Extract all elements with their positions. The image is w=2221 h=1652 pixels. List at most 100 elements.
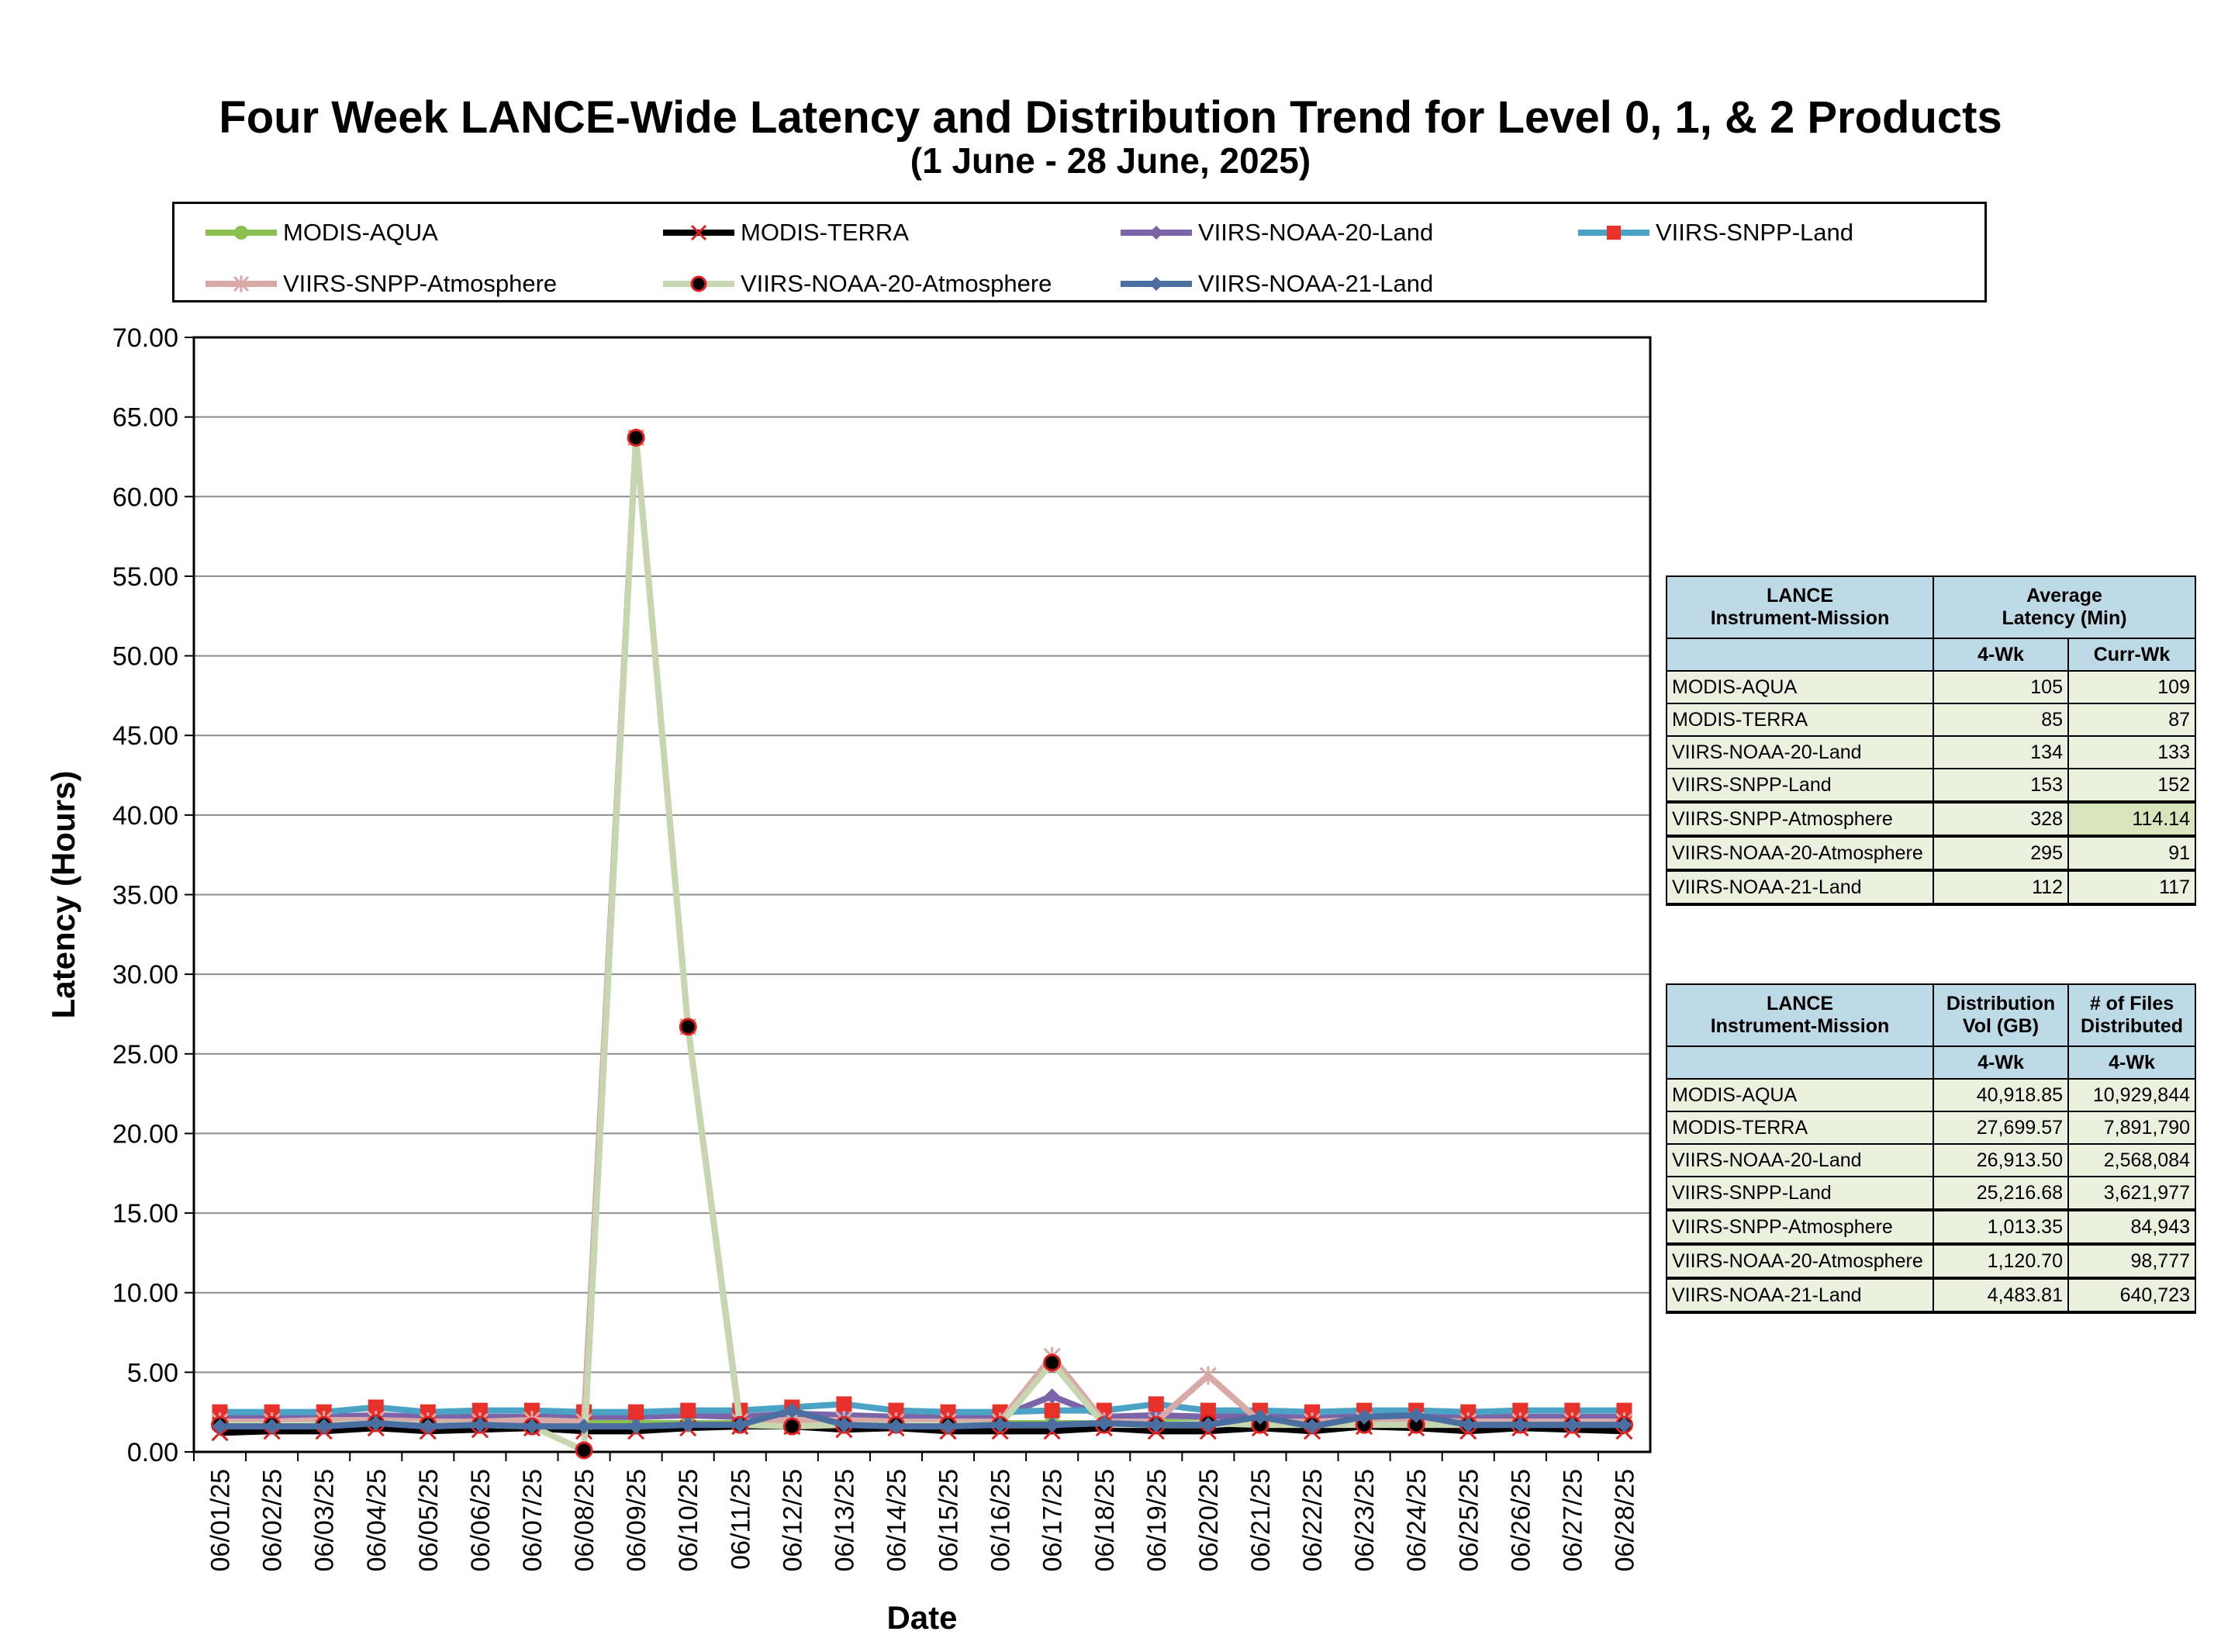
header-line: Instrument-Mission [1710,1015,1890,1037]
legend-swatch-icon [663,224,734,241]
y-tick-label: 0.00 [127,1438,178,1467]
data-point [1304,1404,1321,1420]
data-point [627,428,645,447]
table-row: VIIRS-SNPP-Atmosphere 328 114.14 [1666,801,2196,838]
table-cell: 114.14 [2067,801,2196,838]
x-tick-label: 06/12/25 [778,1469,807,1571]
x-tick-label: 06/16/25 [986,1469,1016,1571]
data-point [1564,1417,1580,1433]
data-point [1199,1366,1217,1385]
table-cell: 133 [2067,735,2196,769]
data-point [264,1419,280,1435]
header-line: Latency (Min) [2002,607,2127,629]
data-point [680,1402,696,1419]
x-tick-label: 06/23/25 [1350,1469,1380,1571]
table-cell: 85 [1933,703,2069,737]
x-tick-label: 06/06/25 [466,1469,496,1571]
data-point [888,1402,904,1419]
data-point [368,1415,384,1432]
data-point [1044,1388,1060,1405]
x-tick-label: 06/02/25 [258,1469,288,1571]
data-point [1044,1402,1060,1419]
data-point [732,1417,748,1433]
legend-swatch-icon [1578,226,1649,240]
x-tick-label: 06/11/25 [726,1469,755,1570]
header-line: Instrument-Mission [1710,607,1890,629]
latency-table: LANCE Instrument-Mission Average Latency… [1666,575,2196,906]
data-point [992,1417,1008,1433]
data-point [420,1404,436,1420]
x-tick-label: 06/19/25 [1142,1469,1172,1571]
data-point [1044,1417,1060,1433]
x-tick-label: 06/01/25 [206,1469,236,1571]
x-tick-label: 06/10/25 [674,1469,703,1571]
legend-item: MODIS-AQUA [202,213,438,252]
table-row: VIIRS-NOAA-21-Land 4,483.81 640,723 [1666,1277,2196,1314]
series-viirs-snpp-land [212,1396,1632,1420]
x-tick-label: 06/15/25 [934,1469,964,1571]
table-cell: 84,943 [2067,1209,2196,1246]
x-tick-label: 06/21/25 [1246,1469,1276,1571]
latency-subheader-4wk: 4-Wk [1933,638,2069,672]
table-row: MODIS-TERRA 27,699.57 7,891,790 [1666,1111,2196,1145]
dist-subheader-blank [1666,1045,1934,1080]
x-tick-label: 06/18/25 [1090,1469,1120,1571]
y-tick-label: 15.00 [112,1199,178,1229]
legend-item: MODIS-TERRA [660,213,909,252]
data-point [1616,1402,1632,1419]
table-cell: 153 [1933,768,2069,804]
x-tick-label: 06/22/25 [1298,1469,1328,1571]
x-tick-label: 06/13/25 [830,1469,859,1571]
data-point [1043,1353,1062,1372]
table-cell: 109 [2067,670,2196,704]
header-line: LANCE [1766,585,1834,607]
x-tick-label: 06/14/25 [882,1469,911,1571]
data-point [679,1018,697,1036]
y-tick-label: 60.00 [112,482,178,512]
latency-header-average: Average Latency (Min) [1933,575,2196,639]
table-cell: 91 [2067,835,2196,872]
x-tick-label: 06/17/25 [1038,1469,1068,1571]
table-row: VIIRS-NOAA-20-Atmosphere 295 91 [1666,835,2196,872]
data-point [1304,1419,1321,1435]
data-point [212,1404,228,1420]
table-cell: 295 [1933,835,2069,872]
data-point [680,1417,696,1433]
table-row: MODIS-AQUA 40,918.85 10,929,844 [1666,1078,2196,1112]
distribution-table: LANCE Instrument-Mission Distribution Vo… [1666,983,2196,1314]
table-row: VIIRS-NOAA-20-Atmosphere 1,120.70 98,777 [1666,1243,2196,1280]
table-cell: 4,483.81 [1933,1277,2069,1314]
table-cell: VIIRS-NOAA-21-Land [1666,869,1934,906]
dist-header-mission: LANCE Instrument-Mission [1666,983,1934,1047]
x-tick-label: 06/28/25 [1610,1469,1639,1571]
data-point [523,1419,540,1435]
x-tick-label: 06/09/25 [622,1469,651,1571]
legend-item: VIIRS-SNPP-Atmosphere [202,264,557,303]
legend-label: VIIRS-NOAA-20-Atmosphere [741,270,1052,297]
header-line: # of Files [2089,993,2174,1014]
y-tick-label: 25.00 [112,1040,178,1070]
series-line [219,1407,1625,1430]
series-viirs-snpp-atmosphere [211,428,1633,1431]
data-point [940,1404,956,1420]
table-row: VIIRS-SNPP-Land 153 152 [1666,768,2196,804]
chart-title: Four Week LANCE-Wide Latency and Distrib… [219,92,2002,143]
header-line: Average [2026,585,2102,607]
y-tick-label: 30.00 [112,960,178,990]
legend-label: VIIRS-NOAA-20-Land [1198,219,1434,246]
data-point [1408,1407,1425,1423]
y-tick-label: 45.00 [112,721,178,751]
x-tick-label: 06/24/25 [1402,1469,1432,1571]
dist-subheader-4wk-files: 4-Wk [2067,1045,2196,1080]
table-cell: 105 [1933,670,2069,704]
x-tick-label: 06/03/25 [310,1469,340,1571]
data-point [1148,1396,1164,1412]
data-point [212,1419,228,1435]
legend-swatch-icon [206,275,277,292]
table-cell: 1,120.70 [1933,1243,2069,1280]
table-cell: 117 [2067,869,2196,906]
table-row: VIIRS-NOAA-20-Land 134 133 [1666,735,2196,769]
data-point [264,1404,280,1420]
table-cell: 640,723 [2067,1277,2196,1314]
table-cell: 152 [2067,768,2196,804]
